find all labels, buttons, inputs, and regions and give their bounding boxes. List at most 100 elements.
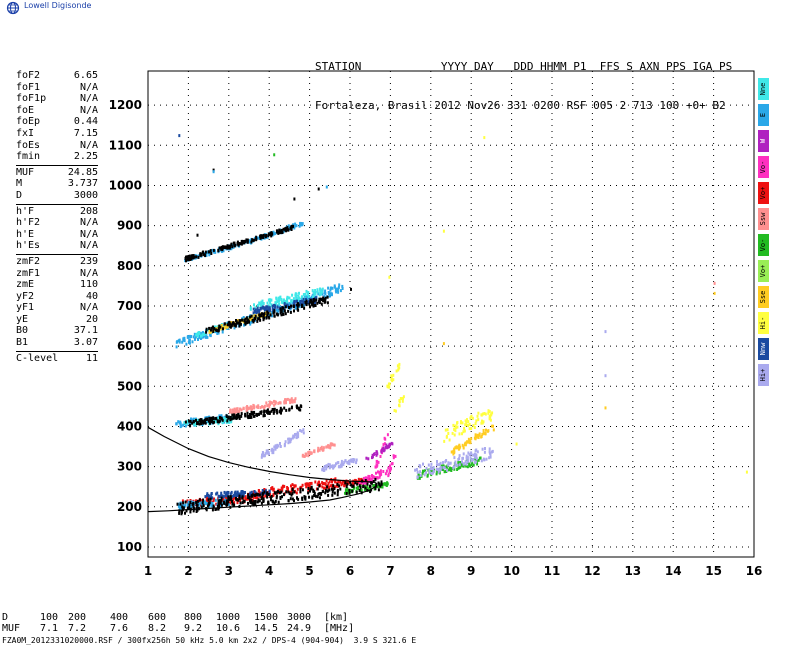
scale-cell: 600 [148,612,167,623]
echo-mark [426,473,429,477]
echo-mark [245,497,248,501]
echo-mark [328,488,331,492]
echo-mark [329,288,332,292]
scale-cell: 9.2 [184,623,203,634]
echo-mark [249,315,251,319]
echo-mark [229,408,232,412]
echo-mark [256,308,259,312]
echo-mark [463,429,466,433]
echo-mark [188,257,191,261]
echo-mark [344,459,347,463]
echo-mark [315,296,318,300]
parameter-name: yF2 [16,290,35,302]
echo-mark [254,503,257,507]
echo-mark [467,437,470,441]
echo-mark [178,340,181,344]
echo-mark [423,473,426,477]
echo-mark [185,259,187,263]
echo-mark [290,300,293,304]
echo-mark [266,404,269,408]
echo-mark [233,407,236,411]
scale-cell: 14.5 [254,623,279,634]
echo-mark [205,327,208,331]
echo-mark [185,342,188,346]
echo-mark [233,411,236,415]
echo-mark [331,480,333,483]
echo-mark [238,492,241,496]
echo-mark [271,401,274,405]
echo-mark [267,411,269,415]
echo-mark [321,485,324,489]
parameter-row: foF1 N/A [16,82,98,94]
echo-mark [293,226,296,230]
echo-mark [280,229,283,232]
echo-mark [307,451,310,455]
echo-mark [425,471,427,475]
echo-mark [355,486,358,490]
x-tick-label: 3 [225,564,233,578]
echo-mark [196,421,199,425]
echo-mark [259,406,262,410]
echo-mark [305,297,307,301]
echo-mark [182,337,185,341]
echo-mark [246,238,249,242]
echo-point [293,197,296,201]
echo-mark [283,299,286,303]
echo-mark [389,468,391,472]
echo-mark [257,498,260,502]
echo-mark [267,234,270,238]
echo-mark [344,481,347,485]
echo-mark [307,491,310,495]
echo-mark [284,227,287,231]
echo-mark [270,232,272,236]
echo-mark [318,448,321,452]
echo-mark [450,467,453,471]
echo-mark [294,292,297,296]
echo-mark [321,292,324,296]
echo-mark [251,501,254,505]
echo-mark [266,308,269,312]
echo-mark [211,501,214,505]
scale-cell: 8.2 [148,623,167,634]
echo-mark [321,298,324,302]
echo-mark [200,505,203,509]
echo-mark [192,422,195,426]
y-tick-label: 800 [117,259,142,273]
parameter-name: D [16,189,23,201]
echo-mark [283,302,286,306]
echo-mark [292,223,295,227]
echo-mark [280,309,283,313]
parameter-row: B0 37.1 [16,325,98,337]
echo-mark [456,425,459,429]
echo-mark [362,482,365,485]
echo-mark [206,250,209,254]
echo-mark [462,430,465,434]
echo-mark [348,488,351,492]
echo-mark [488,456,491,460]
echo-mark [280,490,283,494]
echo-mark [491,449,494,453]
echo-mark [219,504,222,508]
echo-mark [334,480,337,484]
echo-mark [255,412,258,416]
echo-mark [300,299,303,303]
echo-mark [217,499,220,503]
echo-mark [349,459,352,463]
echo-mark [195,500,198,504]
echo-mark [297,406,300,410]
echo-mark [225,416,228,420]
echo-mark [239,242,242,246]
echo-mark [266,492,269,496]
echo-mark [385,444,388,448]
scale-unit: [MHz] [324,623,355,634]
echo-mark [471,416,474,420]
parameter-name: zmF1 [16,267,41,279]
echo-mark [231,413,234,417]
echo-mark [283,406,286,410]
echo-mark [296,431,299,435]
echo-mark [241,239,244,243]
echo-mark [261,451,264,454]
echo-mark [229,410,231,414]
echo-mark [240,414,243,418]
echo-mark [322,466,325,470]
